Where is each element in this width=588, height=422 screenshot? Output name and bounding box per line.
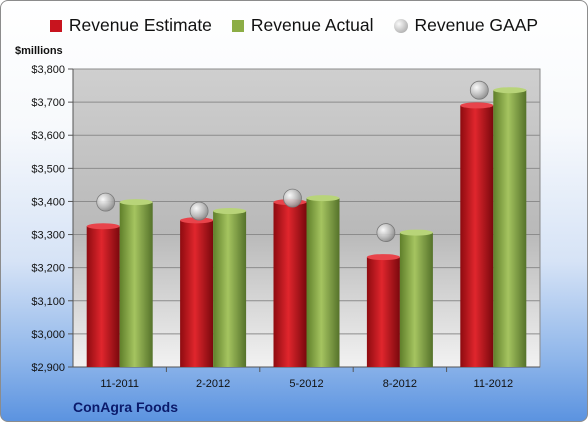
bar-estimate xyxy=(273,202,307,367)
y-tick-label: $3,100 xyxy=(31,296,65,308)
bar-actual xyxy=(306,198,340,367)
legend-item-estimate: Revenue Estimate xyxy=(49,15,212,36)
bar-estimate xyxy=(366,257,400,367)
bar-actual-cap xyxy=(213,208,247,215)
legend-label-gaap: Revenue GAAP xyxy=(414,15,539,35)
bar-actual-cap xyxy=(493,87,527,94)
x-tick-label: 11-2012 xyxy=(474,378,514,390)
bar-actual-cap xyxy=(399,229,433,236)
bar-estimate xyxy=(460,105,494,367)
legend-swatch-estimate xyxy=(49,19,62,32)
x-tick-label: 11-2011 xyxy=(100,378,139,390)
bar-actual xyxy=(213,211,247,367)
y-tick-label: $3,000 xyxy=(31,329,65,341)
bar-estimate xyxy=(180,220,214,367)
gaap-marker xyxy=(189,201,209,221)
x-tick-label: 5-2012 xyxy=(289,378,323,390)
legend: Revenue Estimate Revenue Actual Revenue … xyxy=(1,15,587,36)
company-name: ConAgra Foods xyxy=(73,399,178,415)
y-tick-label: $2,900 xyxy=(31,362,65,374)
y-tick-label: $3,700 xyxy=(31,97,65,109)
bar-estimate xyxy=(86,226,120,367)
bar-estimate-cap xyxy=(86,223,120,230)
bar-actual xyxy=(119,202,153,367)
x-tick-label: 8-2012 xyxy=(383,378,417,390)
x-tick-label: 2-2012 xyxy=(196,378,230,390)
y-tick-label: $3,600 xyxy=(31,130,65,142)
bar-estimate-cap xyxy=(460,102,494,109)
bar-estimate-cap xyxy=(366,254,400,261)
gaap-marker xyxy=(96,192,116,212)
legend-swatch-gaap xyxy=(393,18,408,33)
y-tick-label: $3,300 xyxy=(31,230,65,242)
legend-label-estimate: Revenue Estimate xyxy=(68,15,212,35)
bar-actual-cap xyxy=(119,199,153,206)
gaap-marker xyxy=(283,188,302,208)
legend-item-actual: Revenue Actual xyxy=(231,15,374,36)
bar-actual xyxy=(493,90,527,368)
y-tick-label: $3,500 xyxy=(31,163,65,175)
legend-label-actual: Revenue Actual xyxy=(250,15,374,35)
legend-item-gaap: Revenue GAAP xyxy=(393,15,539,36)
y-tick-label: $3,400 xyxy=(31,196,65,208)
bar-estimate-cap xyxy=(180,217,214,224)
y-unit-label: $millions xyxy=(15,45,63,57)
y-tick-label: $3,800 xyxy=(31,64,65,76)
bar-actual-cap xyxy=(306,195,340,202)
y-tick-label: $3,200 xyxy=(31,263,65,275)
gaap-marker xyxy=(469,80,489,100)
gaap-marker xyxy=(376,223,396,242)
legend-swatch-actual xyxy=(231,19,244,32)
bar-actual xyxy=(399,232,433,367)
